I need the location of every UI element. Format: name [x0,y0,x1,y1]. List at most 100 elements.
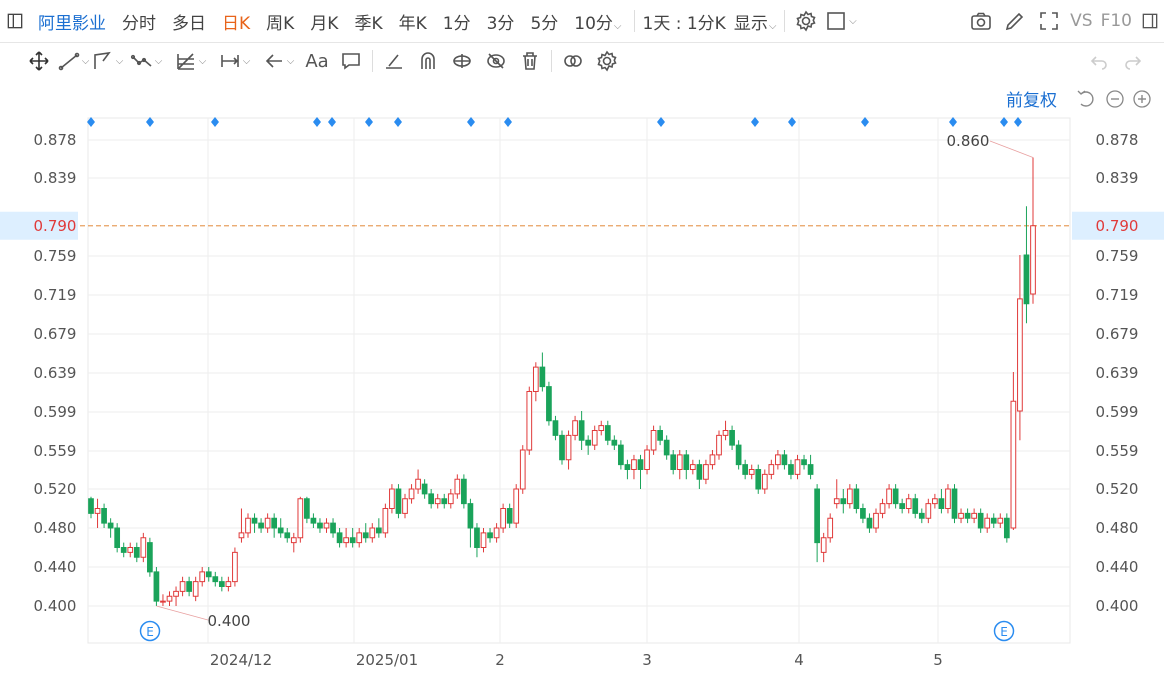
candle-body [932,498,938,505]
candle-body [964,512,971,519]
candle-body [657,430,663,441]
text-tool-icon[interactable]: Aa [305,50,329,72]
candle-body [343,537,349,544]
trash-icon[interactable] [513,46,547,76]
tab-period-5[interactable]: 季K [354,13,383,34]
candle-body [493,527,500,539]
pencil-icon[interactable] [998,6,1032,36]
brush-icon[interactable] [377,46,411,76]
layout-square-icon[interactable]: ⌵ [823,6,857,36]
tab-period-2[interactable]: 日K [222,13,251,34]
adjust-mode-label[interactable]: 前复权 [1006,91,1057,111]
candle-body [722,430,729,436]
interval-label[interactable]: 1天 : 1分K [642,13,726,34]
sidebar-toggle-icon[interactable] [0,6,30,36]
undo-icon[interactable] [1082,46,1116,76]
magnet-icon[interactable] [411,46,445,76]
candle-body [356,532,363,544]
candle-body [755,469,762,490]
candle-body [461,478,467,505]
candle-body [271,517,278,529]
candle-body [565,434,572,461]
candle-body [1023,254,1030,305]
tab-period-9[interactable]: 5分 [530,13,559,34]
y-tick-left-2: 0.480 [34,519,77,537]
event-diamond-icon [949,117,957,127]
zoom-in-icon[interactable] [1133,90,1151,108]
measure-icon[interactable]: ⌵ [212,46,256,76]
trend-line-icon[interactable]: ⌵ [56,46,90,76]
candle-body [317,522,323,529]
candle-body [631,459,637,470]
toolbar-settings-icon[interactable] [590,46,624,76]
event-e-label-0: E [146,625,154,639]
move-icon[interactable] [22,46,56,76]
tab-period-4[interactable]: 月K [310,13,339,34]
candle-body [598,425,605,431]
event-diamond-icon [313,117,321,127]
tab-period-10-label: 10分 [574,13,613,34]
candle-body [990,517,997,524]
candle-body [192,581,199,597]
candlestick-chart[interactable]: 0.790 0.790 0.400 0.400 0.440 0.440 0.480 0.48… [0,80,1164,685]
divider [784,10,786,32]
candle-body [434,498,441,505]
f10-button[interactable]: F10 [1100,11,1132,31]
candle-body [147,542,153,573]
y-tick-right-7: 0.679 [1096,325,1139,343]
y-tick-left-1: 0.440 [34,558,77,576]
link-icon[interactable] [556,46,590,76]
panel-toggle-icon[interactable] [1136,6,1164,36]
y-tick-left-11: 0.839 [34,169,77,187]
candle-body [663,439,670,456]
redo-icon[interactable] [1116,46,1150,76]
tab-period-0[interactable]: 分时 [122,13,156,34]
candle-body [480,532,487,548]
y-tick-right-8: 0.719 [1096,286,1139,304]
current-price-tag-left-bg [0,211,78,240]
tab-period-8[interactable]: 3分 [486,13,515,34]
zoom-out-icon[interactable] [1106,90,1124,108]
lock-drawings-icon[interactable] [445,46,479,76]
candle-body [572,420,578,436]
chevron-down-icon: ⌵ [198,55,207,67]
channel-icon[interactable]: ⌵ [90,46,124,76]
chevron-down-icon: ⌵ [613,20,622,32]
camera-icon[interactable] [964,6,998,36]
event-diamond-icon [211,117,219,127]
tab-period-3[interactable]: 周K [266,13,295,34]
tab-period-6[interactable]: 年K [398,13,427,34]
vs-button[interactable]: VS [1070,11,1093,31]
current-price-label-right: 0.790 [1096,217,1139,235]
candle-body [846,488,853,505]
candle-body [88,498,94,514]
y-tick-right-6: 0.639 [1096,364,1139,382]
candle-body [873,512,879,529]
settings-gear-icon[interactable] [789,6,823,36]
chevron-down-icon: ⌵ [115,55,124,67]
tab-period-10[interactable]: 10分⌵ [566,9,629,34]
candle-body [559,434,565,461]
y-tick-right-9: 0.759 [1096,247,1139,265]
stock-name[interactable]: 阿里影业 [38,13,106,34]
tab-period-7[interactable]: 1分 [442,13,471,34]
arrow-left-icon[interactable]: ⌵ [256,46,300,76]
display-menu[interactable]: 显示⌵ [730,9,781,34]
hide-drawings-icon[interactable] [479,46,513,76]
event-diamond-icon [657,117,665,127]
candle-body [735,444,742,466]
y-tick-left-0: 0.400 [34,597,77,615]
comment-icon[interactable] [334,46,368,76]
candle-body [389,488,395,509]
candle-body [94,508,101,514]
fibonacci-icon[interactable]: ⌵ [168,46,212,76]
candle-body [323,522,330,529]
polyline-icon[interactable]: ⌵ [124,46,168,76]
candle-body [447,493,454,505]
candle-body [487,532,493,539]
chevron-down-icon: ⌵ [286,55,295,67]
reset-icon[interactable] [1077,90,1094,107]
tab-period-1[interactable]: 多日 [172,13,206,34]
fullscreen-icon[interactable] [1032,6,1066,36]
candle-body [474,527,480,548]
